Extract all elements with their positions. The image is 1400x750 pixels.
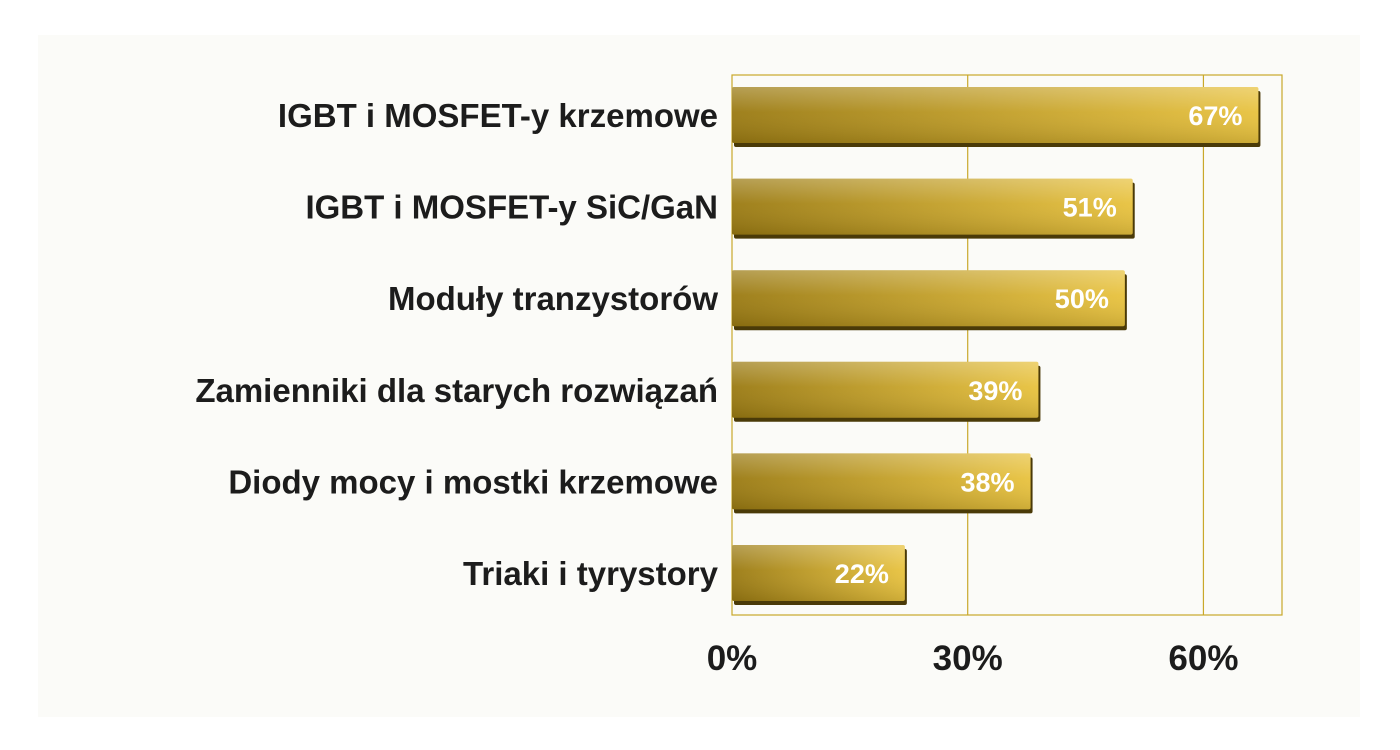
bar-sheen [732, 361, 1039, 418]
category-label-3: Zamienniki dla starych rozwiązań [195, 372, 718, 409]
bar-sheen [732, 270, 1125, 327]
category-label-0: IGBT i MOSFET-y krzemowe [278, 97, 718, 134]
bar-sheen [732, 87, 1259, 143]
tick-label-0: 0% [707, 639, 758, 678]
data-label-1: 51% [1063, 193, 1117, 223]
data-label-0: 67% [1188, 101, 1242, 131]
tick-label-2: 60% [1168, 639, 1238, 678]
data-labels: 67% 51% 50% 39% 38% 22% [835, 101, 1243, 589]
bar-sheen [732, 453, 1031, 510]
data-label-5: 22% [835, 559, 889, 589]
bar-5 [732, 545, 907, 605]
data-label-3: 39% [968, 376, 1022, 406]
category-label-4: Diody mocy i mostki krzemowe [228, 463, 718, 500]
bar-1 [732, 178, 1135, 239]
bar-0 [732, 87, 1261, 147]
bars [732, 87, 1261, 605]
category-labels: IGBT i MOSFET-y krzemowe IGBT i MOSFET-y … [195, 97, 718, 592]
category-label-1: IGBT i MOSFET-y SiC/GaN [305, 189, 718, 226]
gridlines [731, 74, 1283, 616]
category-label-2: Moduły tranzystorów [388, 280, 718, 317]
tick-label-1: 30% [933, 639, 1003, 678]
data-label-4: 38% [961, 467, 1015, 497]
plot-frame [731, 74, 1283, 616]
bar-sheen [732, 545, 905, 601]
axis-tick-labels: 0% 30% 60% [707, 639, 1239, 678]
data-label-2: 50% [1055, 284, 1109, 314]
bar-3 [732, 361, 1041, 422]
bar-4 [732, 453, 1033, 514]
bar-sheen [732, 178, 1133, 235]
category-label-5: Triaki i tyrystory [463, 555, 719, 592]
chart-background [38, 35, 1360, 717]
bar-2 [732, 270, 1127, 331]
